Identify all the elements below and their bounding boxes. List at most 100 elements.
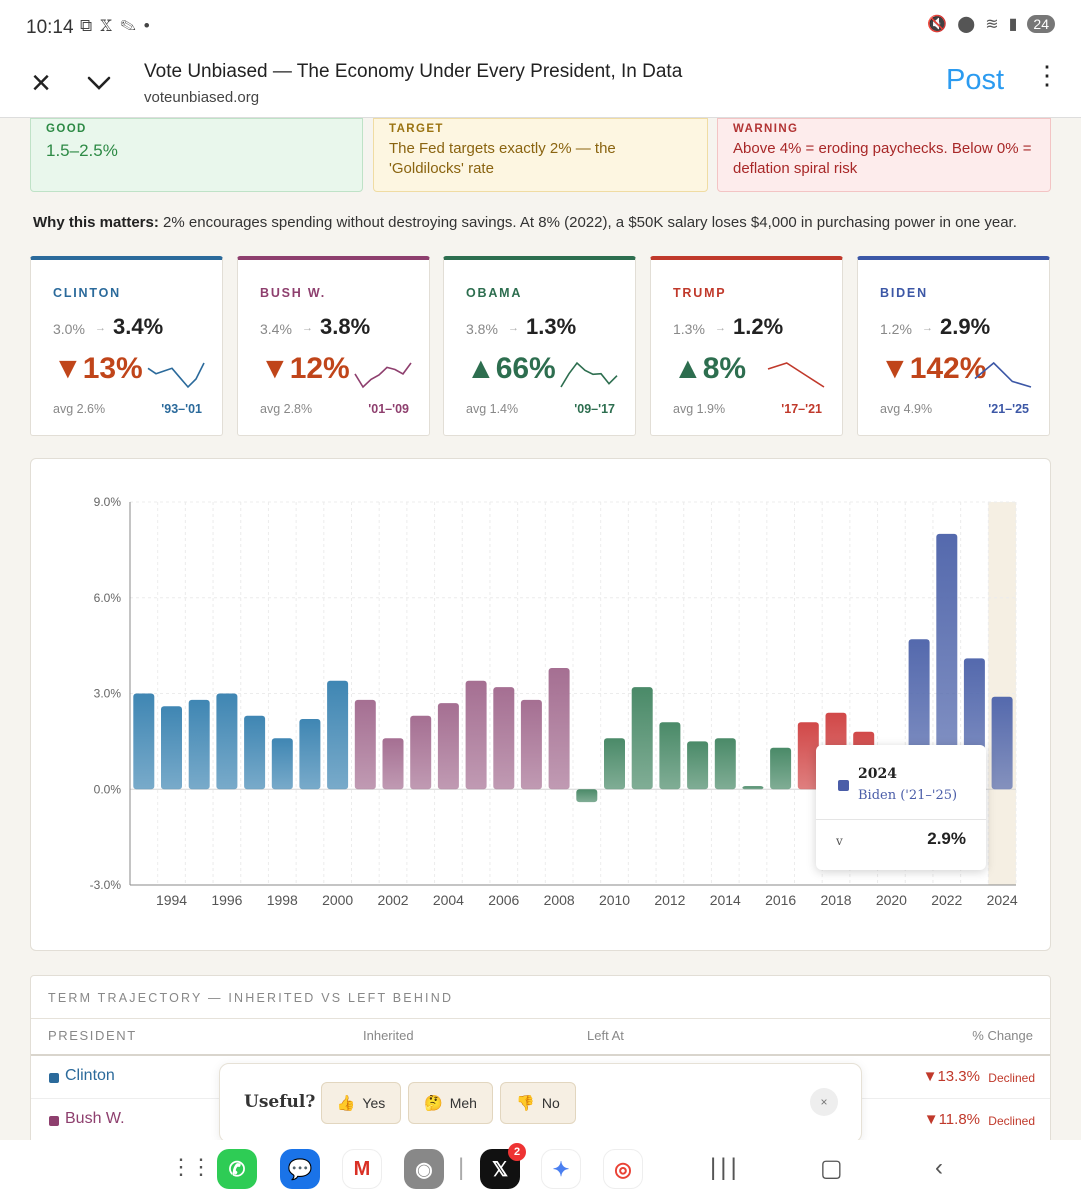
bar-2009[interactable] [576,789,598,803]
chart-tooltip: 2024 Biden ('21–'25) v 2.9% [816,745,986,870]
bar-2000[interactable] [327,680,349,790]
bar-2016[interactable] [770,747,792,790]
x-tick-label: 1998 [267,892,298,908]
x-tick-label: 1994 [156,892,187,908]
chrome-app-icon[interactable]: ◎ [603,1149,643,1189]
feedback-yes-button[interactable]: 👍 Yes [321,1082,401,1124]
more-options-icon[interactable]: ⋮ [1034,60,1060,90]
bar-2001[interactable] [354,699,376,790]
sparkline [354,362,412,389]
inherited-rate: 1.3% [673,321,705,337]
sparkline [974,361,1032,388]
x-tick-label: 2004 [433,892,464,908]
table-title: TERM TRAJECTORY — INHERITED VS LEFT BEHI… [48,991,454,1005]
feedback-label: Useful? [244,1092,316,1112]
recent-apps-icon[interactable]: ||| [710,1154,741,1181]
bar-1999[interactable] [299,719,321,790]
y-tick-label: 0.0% [94,782,122,796]
president-card-trump[interactable]: TRUMP 1.3% → 1.2% ▲8% avg 1.9% '17–'21 [650,256,843,436]
bar-1998[interactable] [271,738,293,790]
tooltip-president: Biden ('21–'25) [858,788,958,803]
bar-1997[interactable] [244,715,266,790]
bar-2015[interactable] [742,786,764,790]
x-tick-label: 2024 [987,892,1018,908]
president-card-biden[interactable]: BIDEN 1.2% → 2.9% ▼142% avg 4.9% '21–'25 [857,256,1050,436]
close-feedback-button[interactable]: × [810,1088,838,1116]
no-label: No [541,1095,560,1111]
bar-1996[interactable] [216,693,238,790]
x-tick-label: 2002 [377,892,408,908]
why-lead: Why this matters: [33,214,159,231]
bar-2008[interactable] [548,668,570,790]
why-this-matters: Why this matters: 2% encourages spending… [33,214,1017,231]
back-icon[interactable]: ‹ [935,1154,943,1181]
average-rate: avg 1.4% [466,402,519,416]
bar-2005[interactable] [465,680,487,790]
dot-icon: • [143,16,158,35]
row-change: ▼13.3% [922,1068,980,1085]
bar-2010[interactable] [604,738,625,790]
mute-icon: 🔇 [927,16,948,33]
close-icon[interactable]: × [31,64,51,102]
bar-2012[interactable] [659,722,681,790]
table-row[interactable]: Bush W. ▼11.8% Declined [31,1099,1050,1142]
y-tick-label: 6.0% [94,591,122,605]
warning-label: WARNING [733,123,799,135]
bar-2014[interactable] [714,738,736,790]
inflation-bar-chart[interactable]: -3.0% 0.0% 3.0% 6.0% 9.0% 1994 1996 1998 2000 200… [31,459,1052,952]
bar-2003[interactable] [410,715,432,790]
wifi-icon: ≋ [985,16,999,33]
messages-app-icon[interactable]: 💬 [280,1149,320,1189]
home-icon[interactable]: ▢ [820,1155,843,1182]
bar-1995[interactable] [188,699,210,790]
left-rate: 1.3% [526,314,577,339]
bar-2007[interactable] [520,699,542,790]
bar-1994[interactable] [161,706,182,790]
feedback-no-button[interactable]: 👎 No [500,1082,576,1124]
bar-2017[interactable] [797,722,819,790]
feedback-meh-button[interactable]: 🤔 Meh [408,1082,493,1124]
bar-2006[interactable] [493,687,515,790]
sparkline [767,362,825,388]
target-label: TARGET [389,123,444,135]
bar-2002[interactable] [382,738,404,790]
warning-callout: WARNING Above 4% = eroding paychecks. Be… [717,118,1051,192]
bar-2004[interactable] [437,703,459,790]
president-card-bush-w[interactable]: BUSH W. 3.4% → 3.8% ▼12% avg 2.8% '01–'09 [237,256,430,436]
left-rate: 2.9% [940,314,991,339]
camera-app-icon[interactable]: ◉ [404,1149,444,1189]
president-card-clinton[interactable]: CLINTON 3.0% → 3.4% ▼13% avg 2.6% '93–'01 [30,256,223,436]
post-button[interactable]: Post [946,64,1005,96]
president-card-obama[interactable]: OBAMA 3.8% → 1.3% ▲66% avg 1.4% '09–'17 [443,256,636,436]
term-years: '93–'01 [161,402,202,416]
row-status: Declined [988,1114,1035,1128]
row-status: Declined [988,1071,1035,1085]
arrow-icon: → [302,322,313,334]
gemini-app-icon[interactable]: ✦ [541,1149,581,1189]
bar-2011[interactable] [631,687,653,790]
sparkline-path [974,361,1032,388]
inherited-rate: 3.4% [260,321,292,337]
inherited-rate: 1.2% [880,321,912,337]
bar-2013[interactable] [687,741,709,790]
dock-divider: | [458,1154,465,1181]
gmail-app-icon[interactable]: M [342,1149,382,1189]
notification-icons: ⧉𝕏✎• [80,16,158,36]
bar-2022[interactable] [936,533,958,790]
chevron-down-icon[interactable] [84,68,114,98]
divider [31,1054,1050,1056]
bar-2024[interactable] [991,696,1013,790]
x-tick-label: 2020 [876,892,907,908]
tooltip-swatch [838,780,849,791]
sparkline-path [767,362,825,388]
feedback-toast: Useful? 👍 Yes 🤔 Meh 👎 No × [219,1063,862,1143]
phone-app-icon[interactable]: ✆ [217,1149,257,1189]
bar-1993[interactable] [133,693,155,790]
y-tick-label: 9.0% [94,495,122,509]
x-notification-icon: 𝕏 [100,16,121,35]
tooltip-divider [816,819,986,820]
arrow-icon: → [95,322,106,334]
x-tick-label: 2016 [765,892,796,908]
